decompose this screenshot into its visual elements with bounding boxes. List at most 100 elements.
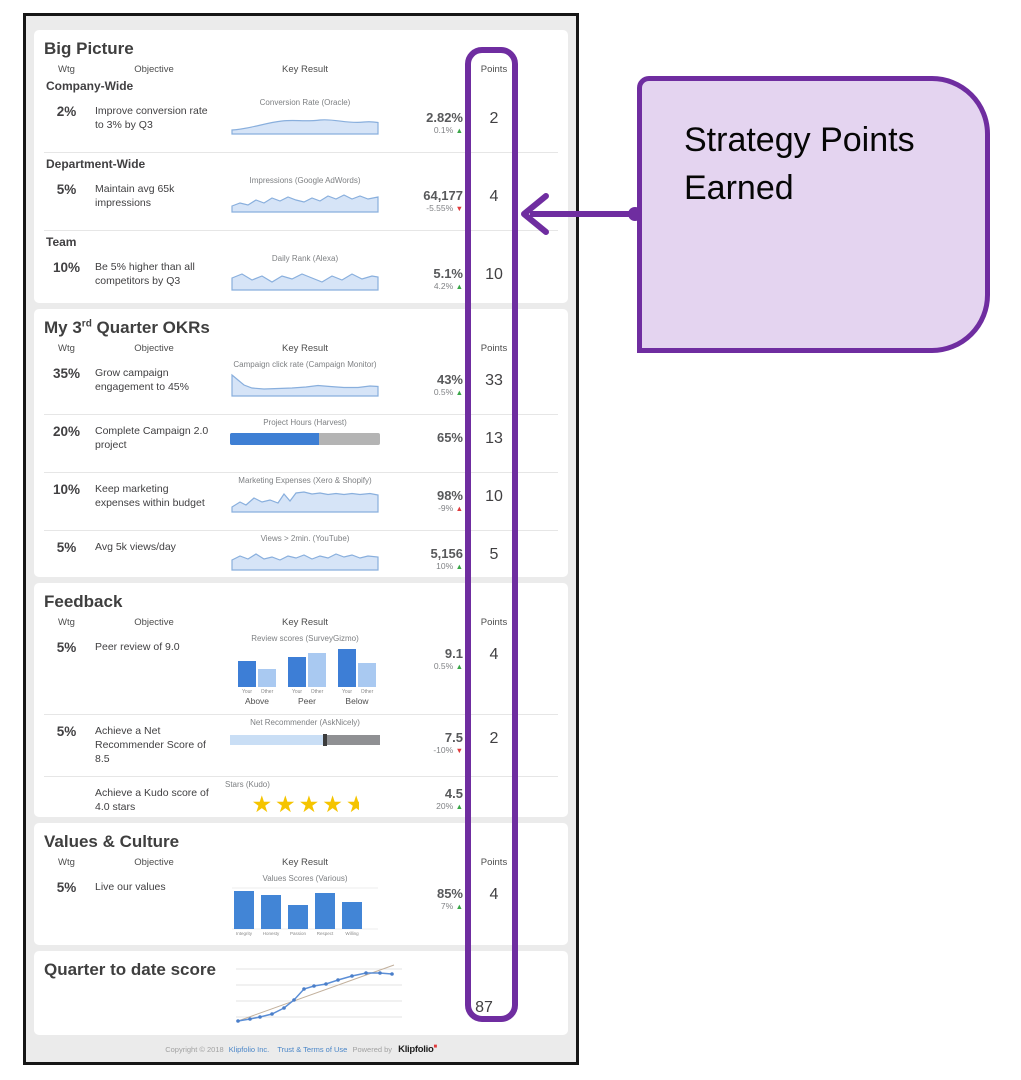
objective-text: Achieve a Net Recommender Score of 8.5: [95, 725, 206, 766]
delta-value: 4.2%: [433, 281, 454, 291]
trend-up-icon: ▲: [455, 504, 463, 513]
column-headers: Wtg Objective Key Result Points: [44, 343, 558, 354]
metric-cell: 9.1 0.5% ▲: [391, 634, 467, 671]
section-values-culture: Values & Culture Wtg Objective Key Resul…: [34, 823, 568, 945]
svg-text:Peer: Peer: [298, 696, 316, 706]
metric-cell: 64,177 -5.55% ▼: [391, 176, 467, 213]
svg-text:Above: Above: [245, 696, 269, 706]
row-divider: [44, 472, 558, 473]
header-points: Points: [480, 343, 508, 354]
table-row: 5% Maintain avg 65k impressions Impressi…: [44, 173, 558, 227]
key-result-title: Campaign click rate (Campaign Monitor): [233, 360, 377, 369]
key-result-title: Project Hours (Harvest): [263, 418, 347, 427]
svg-text:Other: Other: [311, 689, 324, 695]
metric-cell: 65%: [391, 418, 467, 445]
section-title: Big Picture: [44, 39, 134, 58]
row-divider: [44, 776, 558, 777]
points-value: 2: [489, 730, 499, 747]
metric-cell: 5.1% 4.2% ▲: [391, 254, 467, 291]
table-row: 5% Achieve a Net Recommender Score of 8.…: [44, 715, 558, 773]
header-key-result: Key Result: [282, 64, 328, 75]
trend-up-icon: ▲: [455, 282, 463, 291]
table-row: 5% Live our values Values Scores (Variou…: [44, 871, 558, 943]
metric-cell: 4.5 20% ▲: [391, 780, 467, 811]
metric-cell: 43% 0.5% ▲: [391, 360, 467, 397]
header-objective: Objective: [134, 343, 174, 354]
svg-text:Other: Other: [361, 689, 374, 695]
objective-text: Live our values: [95, 881, 166, 893]
objective-text: Peer review of 9.0: [95, 641, 180, 653]
svg-text:Your: Your: [342, 689, 352, 695]
section-title: Quarter to date score: [44, 960, 216, 979]
objective-text: Be 5% higher than all competitors by Q3: [95, 261, 195, 288]
metric-value: 5,156: [430, 546, 463, 561]
dashboard-footer: Copyright © 2018 Klipfolio Inc. Trust & …: [26, 1044, 576, 1055]
wtg-value: 5%: [56, 724, 77, 739]
metric-value: 5.1%: [433, 266, 463, 281]
key-result-title: Stars (Kudo): [225, 780, 270, 789]
points-value: 2: [489, 110, 499, 127]
header-objective: Objective: [134, 64, 174, 75]
section-title: Feedback: [44, 592, 123, 611]
powered-by-text: Powered by: [352, 1045, 393, 1054]
wtg-value: 5%: [56, 880, 77, 895]
bullet-chart: [230, 734, 380, 746]
svg-text:Honesty: Honesty: [263, 931, 280, 936]
sparkline-chart: [231, 194, 379, 213]
points-value: 5: [489, 546, 499, 563]
wtg-value: 5%: [56, 182, 77, 197]
table-row: 20% Complete Campaign 2.0 project Projec…: [44, 415, 558, 469]
trend-up-icon: ▲: [455, 388, 463, 397]
metric-value: 43%: [436, 372, 463, 387]
metric-cell: 2.82% 0.1% ▲: [391, 98, 467, 135]
section-big-picture: Big Picture Wtg Objective Key Result Poi…: [34, 30, 568, 303]
header-key-result: Key Result: [282, 617, 328, 628]
metric-value: 9.1: [444, 646, 463, 661]
header-wtg: Wtg: [58, 617, 75, 628]
points-value: 10: [485, 488, 503, 505]
header-key-result: Key Result: [282, 343, 328, 354]
sparkline-chart: [231, 553, 379, 571]
delta-value: 0.5%: [433, 387, 454, 397]
svg-text:Willing: Willing: [345, 931, 359, 936]
wtg-value: 5%: [56, 540, 77, 555]
wtg-value: [44, 780, 89, 786]
metric-value: 64,177: [423, 188, 463, 203]
header-points: Points: [480, 64, 508, 75]
key-result-cell: Net Recommender (AskNicely): [219, 718, 391, 746]
table-row: 10% Be 5% higher than all competitors by…: [44, 251, 558, 303]
trend-down-icon: ▼: [455, 746, 463, 755]
trend-up-icon: ▲: [455, 802, 463, 811]
trend-up-icon: ▲: [455, 662, 463, 671]
table-row: 35% Grow campaign engagement to 45% Camp…: [44, 357, 558, 411]
objective-text: Maintain avg 65k impressions: [95, 183, 175, 210]
progress-bar: [230, 433, 380, 445]
line-chart: [236, 964, 402, 1023]
svg-text:Passion: Passion: [290, 931, 307, 936]
svg-text:Your: Your: [292, 689, 302, 695]
header-points: Points: [480, 617, 508, 628]
trend-up-icon: ▲: [455, 902, 463, 911]
delta-value: 10%: [436, 561, 454, 571]
points-value: 4: [489, 188, 499, 205]
key-result-cell: Values Scores (Various) Integrity Honest…: [219, 874, 391, 939]
wtg-value: 5%: [56, 640, 77, 655]
header-wtg: Wtg: [58, 64, 75, 75]
points-value: 33: [485, 372, 503, 389]
grouped-bar-chart: Your Other Your Other Your Other Above P…: [238, 649, 376, 706]
group-label: Team: [46, 235, 77, 249]
column-headers: Wtg Objective Key Result Points: [44, 64, 558, 75]
header-objective: Objective: [134, 857, 174, 868]
section-quarter-to-date: Quarter to date score 87: [34, 951, 568, 1035]
wtg-value: 10%: [52, 260, 81, 275]
points-value: 4: [489, 886, 499, 903]
svg-text:Other: Other: [261, 689, 274, 695]
table-row: 5% Peer review of 9.0 Review scores (Sur…: [44, 631, 558, 711]
metric-cell: 98% -9% ▲: [391, 476, 467, 513]
company-link[interactable]: Klipfolio Inc.: [228, 1045, 270, 1054]
annotation-callout: Strategy Points Earned: [637, 76, 990, 353]
metric-value: 4.5: [444, 786, 463, 801]
wtg-value: 10%: [52, 482, 81, 497]
terms-link[interactable]: Trust & Terms of Use: [277, 1045, 348, 1054]
objective-text: Complete Campaign 2.0 project: [95, 425, 209, 452]
